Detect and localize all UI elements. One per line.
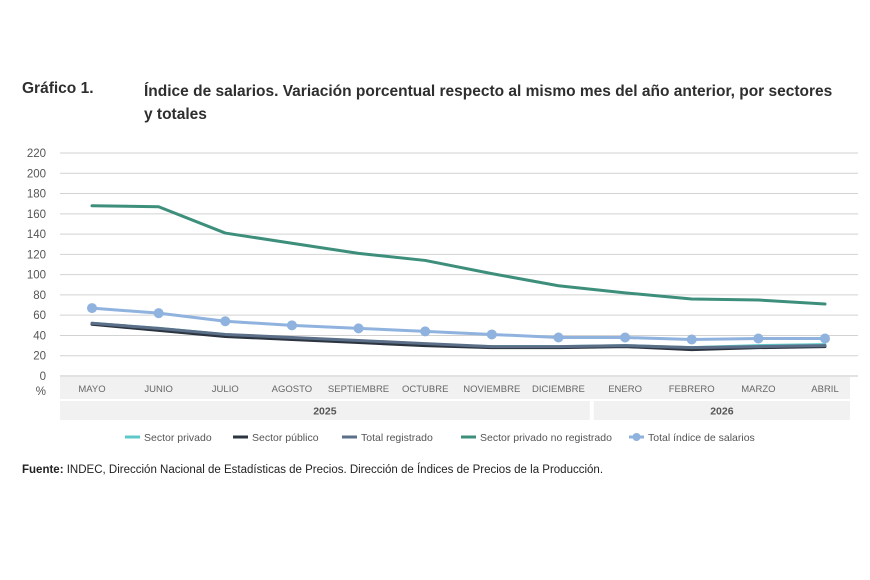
y-tick-label: 120	[27, 249, 46, 261]
x-tick-label: MARZO	[741, 384, 775, 395]
data-point	[420, 326, 431, 337]
y-tick-label: 80	[33, 290, 46, 302]
legend-marker	[632, 433, 641, 441]
legend-item: Total índice de salarios	[629, 432, 755, 444]
grid-lines	[60, 152, 858, 377]
x-tick-label: JUNIO	[144, 384, 173, 395]
legend-item: Sector privado	[125, 432, 212, 444]
series-lines	[87, 204, 830, 352]
series-line-sector-publico	[90, 322, 827, 352]
year-label: 2026	[710, 406, 734, 418]
data-point	[753, 333, 764, 344]
year-band	[60, 401, 590, 420]
line-chart: 0 20 40 60 80 100 120 140 160 180 200 220% MAYO JUNI…	[27, 148, 858, 444]
x-tick-label: NOVIEMBRE	[463, 384, 520, 395]
series-line-total-indice-de-salarios	[90, 306, 827, 342]
x-tick-label: MAYO	[78, 384, 105, 395]
y-tick-label: 200	[27, 168, 46, 180]
y-tick-label: 40	[33, 330, 46, 342]
y-tick-label: 220	[27, 148, 46, 160]
data-point	[486, 329, 497, 340]
y-tick-label: 140	[27, 229, 46, 241]
source-text: INDEC, Dirección Nacional de Estadística…	[66, 464, 604, 476]
x-tick-label: AGOSTO	[272, 384, 312, 395]
data-point	[353, 323, 364, 334]
y-axis-unit: %	[36, 386, 46, 398]
y-tick-label: 180	[27, 189, 46, 201]
x-axis: MAYO JUNIO JULIO AGOSTO SEPTIEMBRE OCTUBRE NOV…	[60, 377, 850, 420]
source-note: Fuente: INDEC, Dirección Nacional de Est…	[22, 464, 603, 476]
chart-title: Índice de salarios. Variación porcentual…	[144, 83, 833, 123]
y-tick-label: 160	[27, 209, 46, 221]
legend-item: Sector público	[233, 432, 319, 444]
legend-item: Total registrado	[342, 432, 433, 444]
y-tick-label: 60	[33, 310, 46, 322]
data-point	[620, 332, 631, 343]
legend-label: Total registrado	[361, 432, 433, 444]
figure-label: Gráfico 1.	[22, 80, 94, 97]
data-point	[820, 333, 830, 344]
x-tick-label: JULIO	[212, 384, 239, 395]
x-tick-label: FEBRERO	[669, 384, 715, 395]
y-axis: 0 20 40 60 80 100 120 140 160 180 200 220%	[27, 148, 46, 398]
x-tick-label: ENERO	[608, 384, 642, 395]
y-tick-label: 20	[33, 351, 46, 363]
series-line-sector-privado-no-registrado	[90, 204, 827, 306]
legend-label: Sector público	[252, 432, 319, 444]
y-tick-label: 0	[40, 371, 46, 383]
data-point	[87, 303, 97, 314]
data-point	[686, 334, 697, 345]
legend-label: Sector privado	[144, 432, 212, 444]
legend: Sector privado Sector público Total regist…	[125, 432, 755, 444]
month-band	[60, 377, 850, 399]
data-point	[220, 316, 231, 327]
legend-item: Sector privado no registrado	[461, 432, 612, 444]
legend-label: Sector privado no registrado	[480, 432, 612, 444]
x-tick-label: DICIEMBRE	[532, 384, 585, 395]
legend-label: Total índice de salarios	[648, 432, 755, 444]
year-band	[593, 401, 850, 420]
x-tick-label: OCTUBRE	[402, 384, 448, 395]
y-tick-label: 100	[27, 270, 46, 282]
data-point	[286, 320, 297, 331]
x-tick-label: ABRIL	[811, 384, 838, 395]
x-tick-label: SEPTIEMBRE	[328, 384, 389, 395]
source-label: Fuente:	[22, 464, 64, 476]
data-point	[553, 332, 564, 343]
year-label: 2025	[313, 406, 337, 418]
series-line-total-registrado	[90, 321, 827, 350]
data-point	[153, 308, 164, 319]
